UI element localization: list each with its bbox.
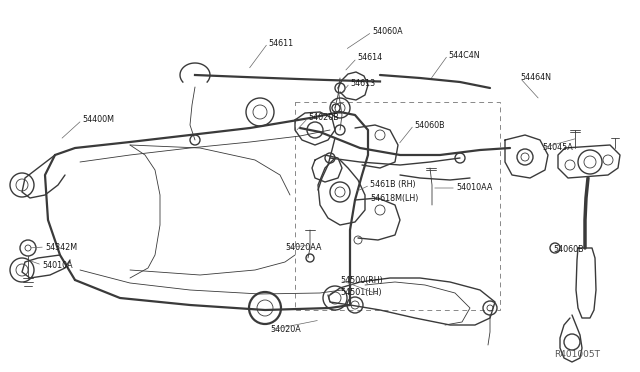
Text: 54010A: 54010A xyxy=(42,260,72,269)
Text: 54611: 54611 xyxy=(268,38,293,48)
Text: 54464N: 54464N xyxy=(520,74,551,83)
Text: 54614: 54614 xyxy=(357,54,382,62)
Text: 54060A: 54060A xyxy=(372,28,403,36)
Text: 54613: 54613 xyxy=(350,78,375,87)
Text: 54060B: 54060B xyxy=(414,121,445,129)
Text: 54342M: 54342M xyxy=(45,243,77,251)
Text: 54020AA: 54020AA xyxy=(285,244,321,253)
Text: 54501(LH): 54501(LH) xyxy=(340,289,381,298)
Text: 54045A: 54045A xyxy=(542,144,573,153)
Text: 544C4N: 544C4N xyxy=(448,51,479,60)
Text: 5461B (RH): 5461B (RH) xyxy=(370,180,415,189)
Text: 54500(RH): 54500(RH) xyxy=(340,276,383,285)
Text: 54010AA: 54010AA xyxy=(456,183,492,192)
Text: 54400M: 54400M xyxy=(82,115,114,125)
Text: R401005T: R401005T xyxy=(554,350,600,359)
Bar xyxy=(295,102,500,310)
Text: 54020A: 54020A xyxy=(270,326,301,334)
Text: 54060B: 54060B xyxy=(553,246,584,254)
Text: 54020B: 54020B xyxy=(308,113,339,122)
Text: 54618M(LH): 54618M(LH) xyxy=(370,193,419,202)
